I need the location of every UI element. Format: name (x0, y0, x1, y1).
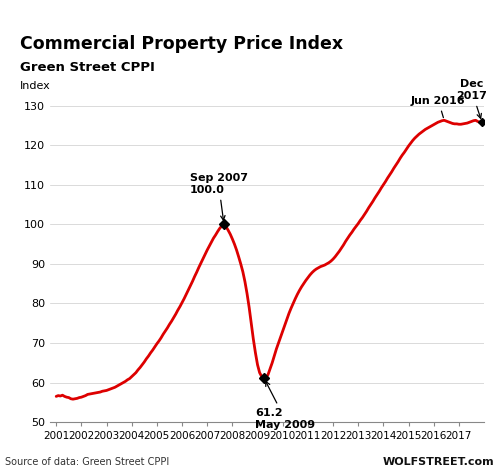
Text: Index: Index (19, 81, 50, 91)
Text: WOLFSTREET.com: WOLFSTREET.com (382, 457, 494, 467)
Text: Commercial Property Price Index: Commercial Property Price Index (19, 35, 343, 53)
Text: Dec
2017: Dec 2017 (456, 79, 487, 118)
Text: Jun 2016: Jun 2016 (411, 96, 466, 118)
Text: Green Street CPPI: Green Street CPPI (19, 61, 154, 74)
Text: Sep 2007
100.0: Sep 2007 100.0 (190, 173, 248, 220)
Text: 61.2
May 2009: 61.2 May 2009 (255, 381, 315, 430)
Text: Source of data: Green Street CPPI: Source of data: Green Street CPPI (5, 457, 169, 467)
